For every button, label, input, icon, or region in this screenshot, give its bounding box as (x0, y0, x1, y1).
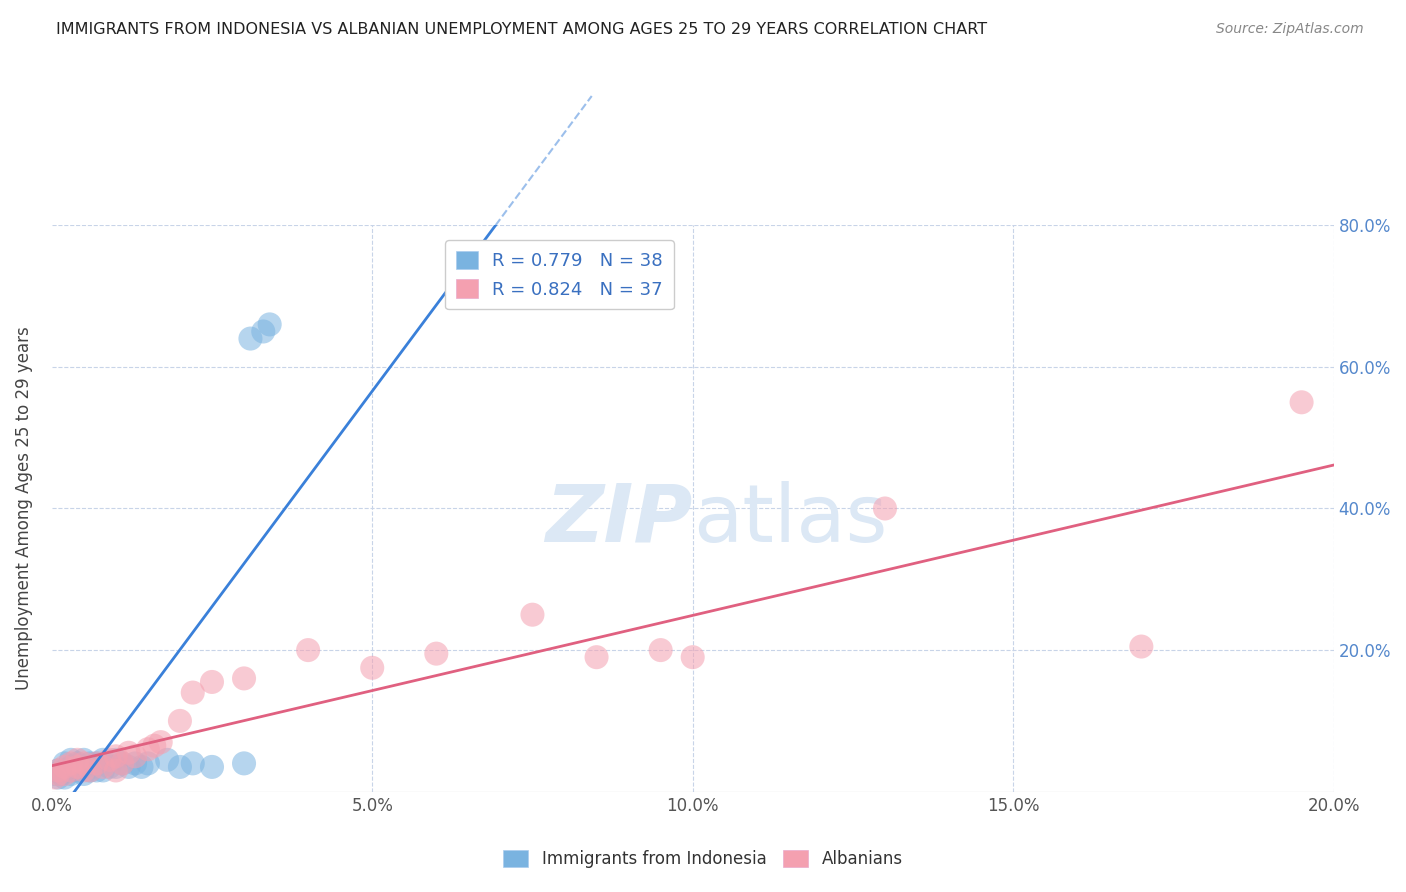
Point (53, 771, 76, 785)
Point (86, 756, 108, 771)
Point (201, 675, 224, 690)
Point (104, 760, 127, 774)
Point (201, 760, 224, 774)
Point (156, 753, 179, 767)
Point (91, 760, 114, 774)
Point (873, 501, 896, 516)
Point (425, 647, 447, 661)
Point (53, 756, 76, 771)
Point (233, 672, 256, 686)
Point (46, 764, 69, 778)
Point (86, 756, 108, 771)
Point (59, 756, 82, 771)
Point (53, 767, 76, 781)
Point (585, 650, 607, 665)
Point (297, 643, 319, 657)
Point (118, 760, 141, 774)
Point (233, 756, 256, 771)
Point (259, 318, 281, 332)
Point (46, 771, 69, 785)
Point (682, 650, 704, 665)
Point (169, 760, 191, 774)
Point (66, 764, 89, 778)
Point (51, 767, 73, 781)
Y-axis label: Unemployment Among Ages 25 to 29 years: Unemployment Among Ages 25 to 29 years (15, 326, 32, 690)
Point (46, 764, 69, 778)
Point (522, 607, 544, 622)
Point (252, 325, 274, 339)
Point (91, 753, 114, 767)
Point (91, 764, 114, 778)
Point (66, 753, 89, 767)
Point (44, 767, 66, 781)
Point (79, 756, 101, 771)
Point (361, 661, 384, 675)
Point (66, 756, 89, 771)
Point (79, 764, 101, 778)
Point (98, 760, 121, 774)
Point (86, 764, 108, 778)
Point (136, 756, 159, 771)
Point (181, 756, 204, 771)
Point (239, 332, 262, 346)
Legend: Immigrants from Indonesia, Albanians: Immigrants from Indonesia, Albanians (496, 843, 910, 875)
Point (111, 756, 134, 771)
Point (59, 764, 82, 778)
Point (104, 764, 127, 778)
Point (46, 767, 69, 781)
Point (44, 771, 66, 785)
Point (79, 764, 101, 778)
Text: IMMIGRANTS FROM INDONESIA VS ALBANIAN UNEMPLOYMENT AMONG AGES 25 TO 29 YEARS COR: IMMIGRANTS FROM INDONESIA VS ALBANIAN UN… (56, 22, 987, 37)
Text: atlas: atlas (693, 481, 887, 558)
Point (53, 764, 76, 778)
Point (650, 643, 672, 657)
Point (1130, 640, 1153, 654)
Point (53, 760, 76, 774)
Point (59, 760, 82, 774)
Point (59, 764, 82, 778)
Point (73, 753, 96, 767)
Point (59, 767, 82, 781)
Point (143, 739, 166, 753)
Legend: R = 0.779   N = 38, R = 0.824   N = 37: R = 0.779 N = 38, R = 0.824 N = 37 (446, 240, 673, 310)
Point (66, 760, 89, 774)
Point (104, 753, 127, 767)
Text: Source: ZipAtlas.com: Source: ZipAtlas.com (1216, 22, 1364, 37)
Point (73, 767, 96, 781)
Point (104, 749, 127, 764)
Point (73, 756, 96, 771)
Text: ZIP: ZIP (546, 481, 693, 558)
Point (73, 760, 96, 774)
Point (124, 749, 146, 764)
Point (73, 764, 96, 778)
Point (98, 753, 121, 767)
Point (131, 760, 153, 774)
Point (169, 714, 191, 728)
Point (118, 746, 141, 760)
Point (149, 735, 172, 749)
Point (59, 753, 82, 767)
Point (1291, 395, 1313, 409)
Point (181, 685, 204, 699)
Point (136, 742, 159, 756)
Point (111, 756, 134, 771)
Point (124, 756, 146, 771)
